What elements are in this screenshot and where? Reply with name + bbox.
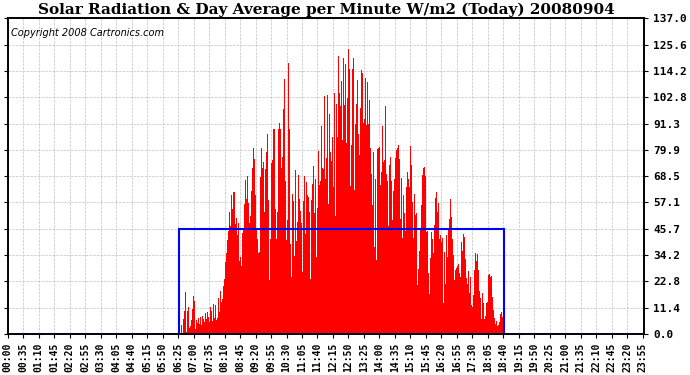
Text: Copyright 2008 Cartronics.com: Copyright 2008 Cartronics.com	[11, 28, 164, 38]
Bar	[179, 229, 504, 334]
Title: Solar Radiation & Day Average per Minute W/m2 (Today) 20080904: Solar Radiation & Day Average per Minute…	[38, 3, 615, 17]
